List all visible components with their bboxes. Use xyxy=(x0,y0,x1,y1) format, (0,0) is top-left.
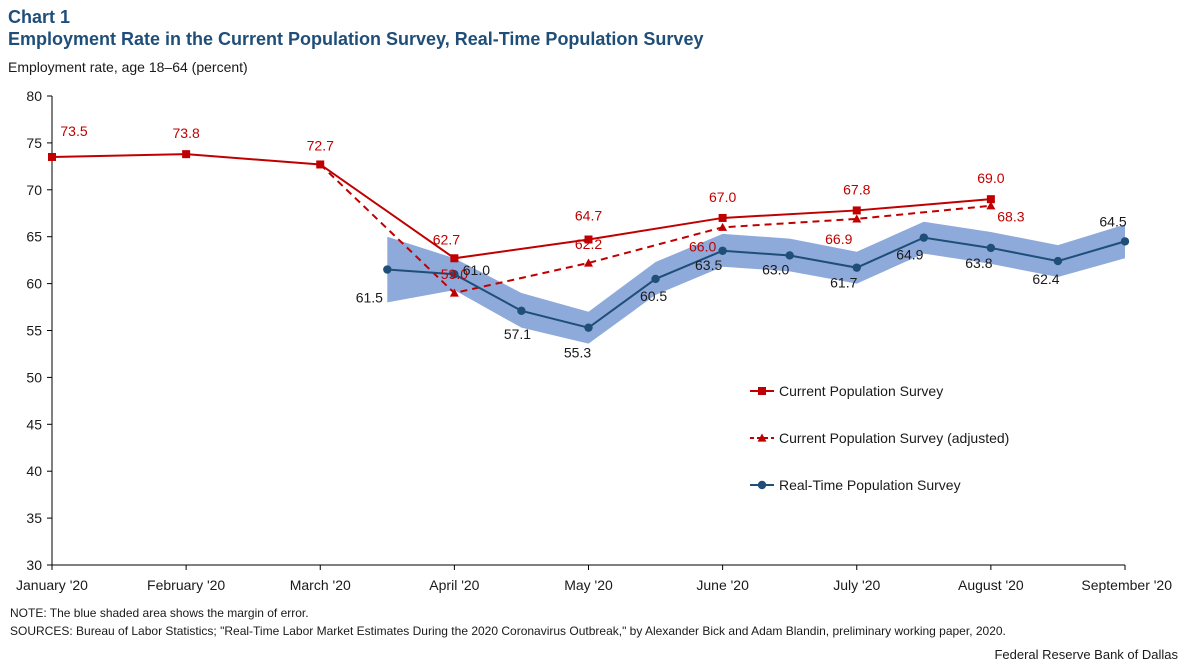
x-tick-label: September '20 xyxy=(1081,577,1172,593)
cps-data-label: 69.0 xyxy=(977,170,1004,186)
cps-adjusted-data-label: 68.3 xyxy=(997,209,1024,225)
cps-adjusted-data-label: 62.2 xyxy=(575,236,602,252)
cps-data-label: 64.7 xyxy=(575,208,602,224)
y-tick-label: 60 xyxy=(26,276,42,292)
cps-marker xyxy=(986,195,995,204)
cps-data-label: 72.7 xyxy=(307,137,334,153)
cps-data-label: 73.5 xyxy=(60,123,87,139)
x-tick-label: April '20 xyxy=(429,577,479,593)
legend-rps-swatch-marker xyxy=(757,480,767,490)
legend-rps-label: Real-Time Population Survey xyxy=(779,477,961,493)
rps-data-label: 61.0 xyxy=(463,262,490,278)
y-tick-label: 80 xyxy=(26,88,42,104)
y-tick-label: 70 xyxy=(26,182,42,198)
y-tick-label: 30 xyxy=(26,557,42,573)
x-tick-label: July '20 xyxy=(833,577,880,593)
chart-number: Chart 1 xyxy=(8,7,71,27)
rps-data-label: 61.7 xyxy=(830,275,857,291)
cps-line xyxy=(51,153,991,260)
y-tick-label: 45 xyxy=(26,416,42,432)
rps-marker xyxy=(584,323,593,332)
rps-data-label: 63.0 xyxy=(762,261,789,277)
rps-marker xyxy=(651,274,660,284)
y-tick-label: 40 xyxy=(26,463,42,479)
cps-adjusted-marker xyxy=(584,258,593,267)
cps-adjusted-marker xyxy=(449,288,459,297)
cps-data-label: 67.0 xyxy=(709,189,736,205)
rps-marker xyxy=(1120,237,1130,246)
rps-marker xyxy=(450,270,459,279)
x-tick-label: June '20 xyxy=(696,577,749,593)
rps-marker xyxy=(852,263,861,272)
rps-data-label: 60.5 xyxy=(640,288,667,304)
legend-cps-adjusted-swatch-marker xyxy=(757,433,767,442)
rps-data-label: 64.9 xyxy=(896,247,923,263)
y-tick-label: 50 xyxy=(26,369,42,385)
x-tick-label: February '20 xyxy=(147,577,225,593)
x-tick-label: May '20 xyxy=(564,577,613,593)
cps-marker xyxy=(316,160,325,169)
cps-marker xyxy=(48,152,56,161)
rps-line xyxy=(387,236,1126,329)
cps-adjusted-marker xyxy=(718,222,728,231)
y-axis-unit-label: Employment rate, age 18–64 (percent) xyxy=(8,59,248,75)
rps-marker xyxy=(919,233,929,242)
employment-rate-chart: 30 35 40 45 50 55 60 65 70 75 80 January '20 Februar… xyxy=(16,88,1172,593)
rps-marker xyxy=(1053,256,1063,266)
cps-adjusted-marker xyxy=(852,214,862,223)
cps-adjusted-line xyxy=(319,163,991,295)
rps-data-label: 62.4 xyxy=(1032,271,1059,287)
cps-adjusted-data-label: 59.0 xyxy=(441,266,468,282)
legend-cps-label: Current Population Survey xyxy=(779,383,943,399)
legend-cps-swatch-marker xyxy=(758,387,766,395)
footnote-sources: SOURCES: Bureau of Labor Statistics; "Re… xyxy=(10,624,1006,638)
chart-title: Employment Rate in the Current Populatio… xyxy=(8,29,704,49)
legend-cps-adjusted-label: Current Population Survey (adjusted) xyxy=(779,430,1009,446)
y-tick-label: 65 xyxy=(26,229,42,245)
cps-adjusted-data-label: 66.0 xyxy=(689,238,716,254)
cps-marker xyxy=(450,254,459,263)
rps-data-label: 64.5 xyxy=(1099,213,1126,229)
cps-data-label: 62.7 xyxy=(433,231,460,247)
cps-marker xyxy=(718,213,727,222)
margin-of-error-band xyxy=(387,221,1125,344)
cps-marker xyxy=(182,150,191,159)
footnote-note: NOTE: The blue shaded area shows the mar… xyxy=(10,606,309,620)
y-tick-label: 55 xyxy=(26,323,42,339)
cps-adjusted-data-label: 66.9 xyxy=(825,231,852,247)
x-tick-label: August '20 xyxy=(958,577,1024,593)
y-tick-label: 75 xyxy=(26,135,42,151)
x-tick-label: January '20 xyxy=(16,577,88,593)
cps-data-label: 73.8 xyxy=(173,125,200,141)
rps-data-label: 55.3 xyxy=(564,345,591,361)
cps-data-label: 67.8 xyxy=(843,181,870,197)
rps-data-label: 61.5 xyxy=(356,290,383,306)
cps-marker xyxy=(852,206,861,215)
rps-marker xyxy=(986,243,996,253)
x-tick-label: March '20 xyxy=(290,577,351,593)
rps-marker xyxy=(785,251,794,260)
rps-data-label: 63.5 xyxy=(695,257,722,273)
rps-marker xyxy=(718,246,727,255)
y-tick-label: 35 xyxy=(26,510,42,526)
rps-data-label: 63.8 xyxy=(965,255,992,271)
rps-data-label: 57.1 xyxy=(504,326,531,342)
credit-line: Federal Reserve Bank of Dallas xyxy=(994,647,1178,662)
cps-adjusted-marker xyxy=(986,201,996,210)
rps-marker xyxy=(517,306,526,316)
cps-marker xyxy=(584,235,593,244)
rps-marker xyxy=(383,265,392,274)
